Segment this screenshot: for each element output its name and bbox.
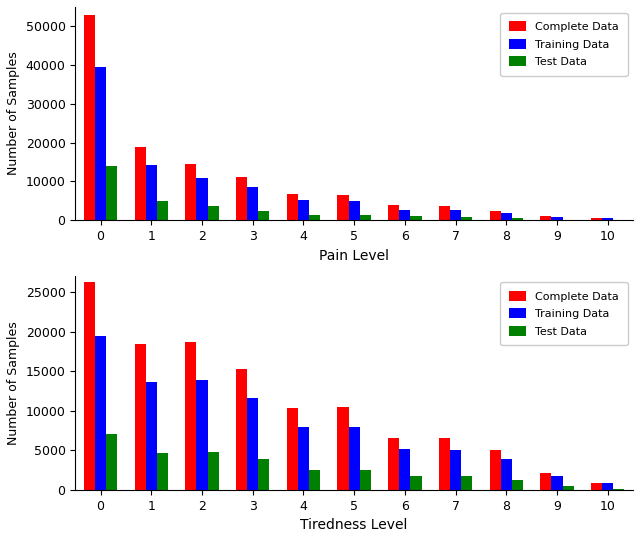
Bar [298,201,309,220]
Bar [185,342,196,490]
Bar [461,217,472,220]
Bar [540,216,552,220]
Bar [236,369,247,490]
Bar [512,218,523,220]
Bar [552,476,563,490]
Bar [399,210,410,220]
Bar [591,218,602,220]
Bar [439,438,450,490]
Bar [298,426,309,490]
Bar [287,194,298,220]
Bar [500,213,512,220]
Bar [95,336,106,490]
Bar [84,15,95,220]
Bar [84,282,95,490]
Bar [157,453,168,490]
Bar [602,218,613,220]
Bar [613,489,625,490]
Bar [146,165,157,220]
Bar [410,476,422,490]
Bar [450,450,461,490]
Bar [349,426,360,490]
Bar [490,450,500,490]
Legend: Complete Data, Training Data, Test Data: Complete Data, Training Data, Test Data [500,12,627,76]
X-axis label: Pain Level: Pain Level [319,248,389,262]
Legend: Complete Data, Training Data, Test Data: Complete Data, Training Data, Test Data [500,282,627,345]
Bar [95,67,106,220]
Bar [309,215,320,220]
Bar [349,201,360,220]
Bar [512,480,523,490]
Bar [247,398,259,490]
Bar [360,470,371,490]
Bar [259,459,269,490]
Bar [259,211,269,220]
Bar [106,434,117,490]
Bar [602,483,613,490]
Bar [461,476,472,490]
Bar [247,188,259,220]
Bar [388,438,399,490]
Bar [552,217,563,220]
Bar [337,407,349,490]
Bar [157,201,168,220]
Bar [146,382,157,490]
Y-axis label: Number of Samples: Number of Samples [7,321,20,445]
Bar [207,452,219,490]
Bar [563,486,573,490]
Bar [236,177,247,220]
Bar [388,205,399,220]
Bar [439,205,450,220]
Bar [134,147,146,220]
Bar [134,344,146,490]
Bar [196,380,207,490]
Bar [309,470,320,490]
Bar [490,211,500,220]
Bar [196,178,207,220]
X-axis label: Tiredness Level: Tiredness Level [300,518,408,532]
Bar [287,407,298,490]
Bar [410,216,422,220]
Bar [337,195,349,220]
Bar [500,459,512,490]
Bar [360,215,371,220]
Bar [540,473,552,490]
Bar [591,482,602,490]
Bar [207,206,219,220]
Bar [399,450,410,490]
Bar [185,164,196,220]
Bar [450,210,461,220]
Y-axis label: Number of Samples: Number of Samples [7,52,20,176]
Bar [106,166,117,220]
